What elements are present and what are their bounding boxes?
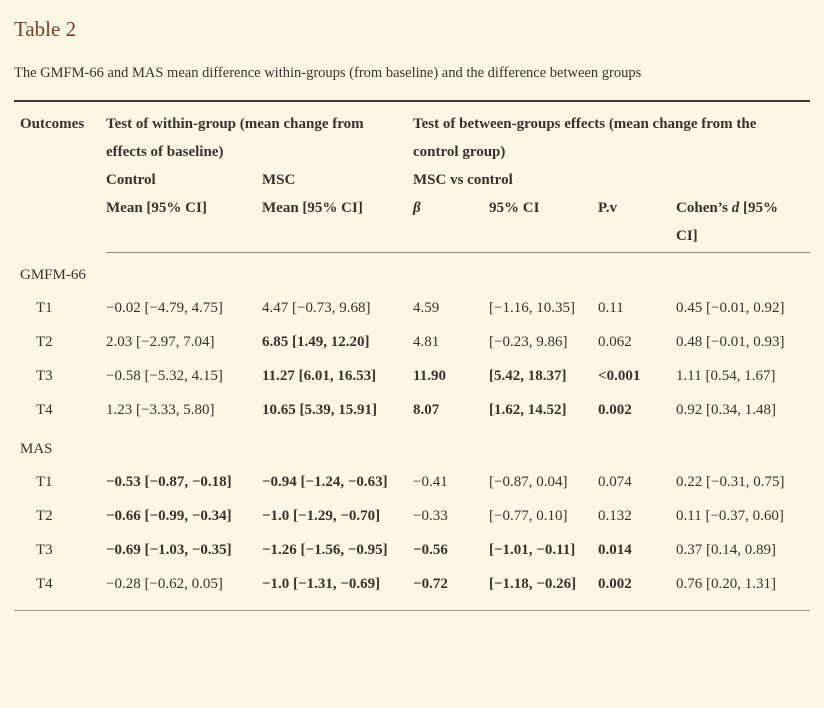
- value-cell: 4.59: [413, 300, 440, 316]
- outcome-label: T1: [36, 300, 53, 316]
- value-cell: −0.41: [413, 474, 448, 490]
- value-cell: −0.94 [−1.24, −0.63]: [262, 474, 388, 490]
- value-cell: 0.45 [−0.01, 0.92]: [676, 300, 785, 316]
- value-cell: [1.62, 14.52]: [489, 402, 567, 418]
- section-label: GMFM-66: [20, 267, 86, 283]
- outcome-label: T4: [36, 576, 53, 592]
- value-cell: 2.03 [−2.97, 7.04]: [106, 334, 215, 350]
- value-cell: 11.90: [413, 368, 446, 384]
- value-cell: −0.58 [−5.32, 4.15]: [106, 368, 223, 384]
- value-cell: 4.81: [413, 334, 440, 350]
- cohens-prefix: Cohen’s: [676, 200, 732, 216]
- value-cell: 11.27 [6.01, 16.53]: [262, 368, 377, 384]
- header-row-groups: Outcomes Test of within-group (mean chan…: [14, 101, 810, 166]
- table-row: T4 −0.28 [−0.62, 0.05] −1.0 [−1.31, −0.69]…: [14, 567, 810, 611]
- header-row-arms: Control MSC MSC vs control: [14, 166, 810, 194]
- value-cell: 0.002: [598, 402, 632, 418]
- outcome-label: T3: [36, 368, 53, 384]
- value-cell: <0.001: [598, 368, 641, 384]
- value-cell: 0.062: [598, 334, 632, 350]
- outcome-label: T2: [36, 508, 53, 524]
- table-row: T1 −0.02 [−4.79, 4.75] 4.47 [−0.73, 9.68] 4…: [14, 291, 810, 325]
- group-header-within: Test of within-group (mean change from e…: [106, 116, 364, 160]
- value-cell: [−1.01, −0.11]: [489, 542, 576, 558]
- value-cell: 6.85 [1.49, 12.20]: [262, 334, 370, 350]
- value-cell: 10.65 [5.39, 15.91]: [262, 402, 377, 418]
- table-body: GMFM-66 T1 −0.02 [−4.79, 4.75] 4.47 [−0.73,…: [14, 253, 810, 611]
- value-cell: −0.66 [−0.99, −0.34]: [106, 508, 232, 524]
- value-cell: [−1.16, 10.35]: [489, 300, 575, 316]
- value-cell: [5.42, 18.37]: [489, 368, 567, 384]
- table-row: T2 2.03 [−2.97, 7.04] 6.85 [1.49, 12.20] 4.…: [14, 325, 810, 359]
- value-cell: −0.56: [413, 542, 448, 558]
- column-header-control: Control: [106, 172, 156, 188]
- column-header-control-mean-ci: Mean [95% CI]: [106, 194, 262, 253]
- value-cell: 0.014: [598, 542, 632, 558]
- outcome-label: T4: [36, 402, 53, 418]
- section-row: MAS: [14, 427, 810, 465]
- results-table: Outcomes Test of within-group (mean chan…: [14, 100, 811, 611]
- value-cell: 0.074: [598, 474, 632, 490]
- value-cell: 0.76 [0.20, 1.31]: [676, 576, 777, 592]
- table-row: T2 −0.66 [−0.99, −0.34] −1.0 [−1.29, −0.70…: [14, 499, 810, 533]
- value-cell: [−0.23, 9.86]: [489, 334, 568, 350]
- value-cell: −0.69 [−1.03, −0.35]: [106, 542, 232, 558]
- value-cell: −0.53 [−0.87, −0.18]: [106, 474, 232, 490]
- header-row-measures: Mean [95% CI] Mean [95% CI] β 95% CI P.v…: [14, 194, 811, 253]
- value-cell: 0.132: [598, 508, 632, 524]
- value-cell: 0.22 [−0.31, 0.75]: [676, 474, 785, 490]
- value-cell: 0.37 [0.14, 0.89]: [676, 542, 777, 558]
- value-cell: −1.26 [−1.56, −0.95]: [262, 542, 388, 558]
- value-cell: −1.0 [−1.31, −0.69]: [262, 576, 381, 592]
- table-row: T3 −0.69 [−1.03, −0.35] −1.26 [−1.56, −0.9…: [14, 533, 810, 567]
- outcome-label: T3: [36, 542, 53, 558]
- column-header-msc: MSC: [262, 172, 296, 188]
- column-header-pvalue: P.v: [598, 194, 677, 253]
- column-header-cohens-d: Cohen’s d [95% CI]: [676, 194, 811, 253]
- value-cell: [−0.87, 0.04]: [489, 474, 568, 490]
- page-title: Table 2: [14, 17, 77, 41]
- table-header: Outcomes Test of within-group (mean chan…: [14, 101, 811, 253]
- column-header-beta: β: [413, 194, 490, 253]
- section-label: MAS: [20, 441, 53, 457]
- column-header-msc-mean-ci: Mean [95% CI]: [262, 194, 414, 253]
- value-cell: 1.11 [0.54, 1.67]: [676, 368, 776, 384]
- article-table-section: Table 2 The GMFM-66 and MAS mean differe…: [14, 17, 811, 611]
- value-cell: [−0.77, 0.10]: [489, 508, 568, 524]
- cohens-suffix: [95% CI]: [676, 200, 778, 244]
- value-cell: 0.11 [−0.37, 0.60]: [676, 508, 784, 524]
- value-cell: −0.33: [413, 508, 448, 524]
- table-row: T4 1.23 [−3.33, 5.80] 10.65 [5.39, 15.91] 8…: [14, 393, 810, 427]
- column-header-msc-vs-control: MSC vs control: [413, 172, 513, 188]
- value-cell: −1.0 [−1.29, −0.70]: [262, 508, 381, 524]
- value-cell: 0.002: [598, 576, 632, 592]
- value-cell: 4.47 [−0.73, 9.68]: [262, 300, 371, 316]
- table-caption: The GMFM-66 and MAS mean difference with…: [14, 65, 642, 81]
- value-cell: 8.07: [413, 402, 440, 418]
- value-cell: −0.72: [413, 576, 448, 592]
- value-cell: 0.11: [598, 300, 624, 316]
- value-cell: −0.02 [−4.79, 4.75]: [106, 300, 223, 316]
- outcome-label: T2: [36, 334, 53, 350]
- value-cell: 1.23 [−3.33, 5.80]: [106, 402, 215, 418]
- value-cell: 0.48 [−0.01, 0.93]: [676, 334, 785, 350]
- column-header-outcomes: Outcomes: [20, 116, 85, 132]
- outcome-label: T1: [36, 474, 53, 490]
- value-cell: [−1.18, −0.26]: [489, 576, 577, 592]
- table-row: T3 −0.58 [−5.32, 4.15] 11.27 [6.01, 16.53]…: [14, 359, 810, 393]
- section-row: GMFM-66: [14, 253, 810, 292]
- beta-symbol: β: [413, 200, 421, 216]
- column-header-ci: 95% CI: [489, 194, 599, 253]
- table-row: T1 −0.53 [−0.87, −0.18] −0.94 [−1.24, −0.6…: [14, 465, 810, 499]
- value-cell: 0.92 [0.34, 1.48]: [676, 402, 777, 418]
- group-header-between: Test of between-groups effects (mean cha…: [413, 116, 757, 160]
- cohens-d-symbol: d: [731, 200, 740, 216]
- value-cell: −0.28 [−0.62, 0.05]: [106, 576, 223, 592]
